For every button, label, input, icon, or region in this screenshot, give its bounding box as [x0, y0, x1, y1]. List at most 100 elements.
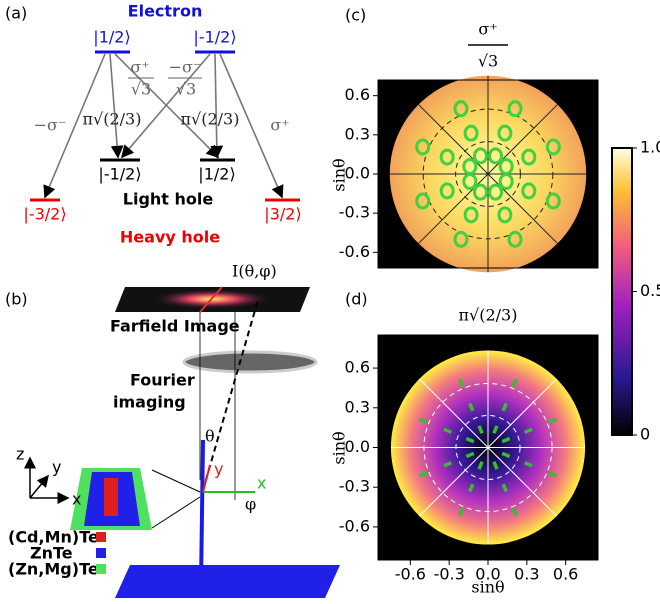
panel-label: (c) [345, 6, 366, 25]
transition-label: −σ⁻ [169, 58, 202, 77]
electron-label: Electron [128, 2, 203, 21]
pattern [545, 138, 561, 156]
wire-axis-label: x [257, 474, 266, 493]
pattern [468, 402, 475, 412]
panel-label: (a) [5, 4, 27, 23]
radial-line [419, 447, 489, 517]
y-tick-label: 0.0 [345, 164, 370, 183]
axis-label: y [52, 458, 61, 477]
panel-a: (a) Electron |1/2⟩ |-1/2⟩ |-1/2⟩ |1/2⟩ |… [5, 2, 302, 247]
y-axis-label: sinθ [330, 158, 349, 191]
x-tick-label: 0.6 [553, 565, 578, 584]
colorbar [611, 147, 633, 436]
pattern [507, 100, 523, 118]
pattern [443, 427, 453, 434]
panel-label: (d) [345, 290, 368, 309]
pattern [453, 230, 469, 248]
legend-label: (Cd,Mn)Te [8, 528, 99, 547]
pattern [419, 471, 428, 478]
panel-label: (b) [5, 290, 28, 309]
pattern [523, 427, 533, 434]
pattern [468, 483, 475, 493]
pattern [415, 192, 431, 210]
y-tick-label: -0.3 [339, 203, 370, 222]
legend-swatch [96, 532, 106, 542]
pattern [521, 148, 537, 166]
chart-title: π√(2/3) [459, 306, 518, 325]
pattern [415, 138, 431, 156]
state: |-3/2⟩ [23, 205, 66, 224]
theta-label: θ [205, 427, 215, 446]
light-hole-label: Light hole [123, 190, 214, 209]
inset-line [151, 496, 201, 529]
state: |1/2⟩ [93, 28, 130, 47]
pattern [488, 183, 504, 201]
pattern [462, 157, 478, 175]
pattern [477, 425, 484, 434]
radial-line [487, 447, 557, 517]
pattern [458, 507, 465, 517]
pattern [458, 378, 465, 388]
pattern [439, 148, 455, 166]
pattern [463, 206, 479, 224]
pattern [477, 461, 484, 470]
transition-label: σ⁺ [270, 116, 289, 135]
panel-b: (b) I(θ,φ) Farfield Image Fourier imagin… [5, 262, 340, 598]
pattern [501, 402, 508, 412]
pattern [497, 206, 513, 224]
pattern [545, 192, 561, 210]
y-tick-label: -0.3 [339, 477, 370, 496]
pattern [492, 461, 499, 470]
pattern [472, 147, 488, 165]
pattern [507, 230, 523, 248]
transition-label: σ⁺ [130, 58, 149, 77]
pattern [488, 147, 504, 165]
wire-y-axis [202, 464, 211, 493]
cut-line [199, 286, 223, 313]
state: |-1/2⟩ [98, 165, 141, 184]
legend-label: ZnTe [30, 544, 73, 563]
pattern [521, 182, 537, 200]
transition-label: √3 [131, 80, 151, 99]
transition-label: π√(2/3) [83, 110, 142, 129]
pattern [463, 124, 479, 142]
chart-title: √3 [478, 52, 498, 71]
y-tick-label: 0.6 [345, 85, 370, 104]
pattern [439, 182, 455, 200]
pattern [511, 507, 518, 517]
legend-label: (Zn,Mg)Te [8, 560, 99, 579]
intensity-label: I(θ,φ) [232, 262, 277, 281]
radial-line [419, 378, 489, 448]
pattern [548, 471, 557, 478]
pattern [501, 451, 511, 459]
state: |3/2⟩ [264, 205, 301, 224]
x-tick-label: 0.3 [514, 565, 539, 584]
pattern [511, 378, 518, 388]
axes-icon [24, 456, 70, 504]
pattern [492, 425, 499, 434]
transition-label: π√(2/3) [181, 110, 240, 129]
pattern [453, 100, 469, 118]
ray [202, 299, 259, 491]
chart-title: σ⁺ [478, 20, 497, 39]
legend-swatch [96, 548, 106, 558]
substrate [115, 565, 340, 598]
y-tick-label: 0.3 [345, 124, 370, 143]
pattern [465, 436, 475, 444]
x-tick-label: 0.0 [475, 565, 500, 584]
x-tick-label: -0.6 [395, 565, 426, 584]
pattern [548, 417, 557, 424]
fourier-label: imaging [113, 393, 186, 412]
y-tick-label: -0.6 [339, 242, 370, 261]
radial-line [487, 378, 557, 448]
axis-label: z [16, 445, 24, 464]
inset [104, 478, 118, 516]
nanowire [199, 440, 205, 585]
pattern [472, 183, 488, 201]
heavy-hole-label: Heavy hole [120, 228, 220, 247]
pattern [419, 417, 428, 424]
colorbar-tick-label: 0.5 [640, 281, 660, 300]
y-tick-label: 0.6 [345, 358, 370, 377]
